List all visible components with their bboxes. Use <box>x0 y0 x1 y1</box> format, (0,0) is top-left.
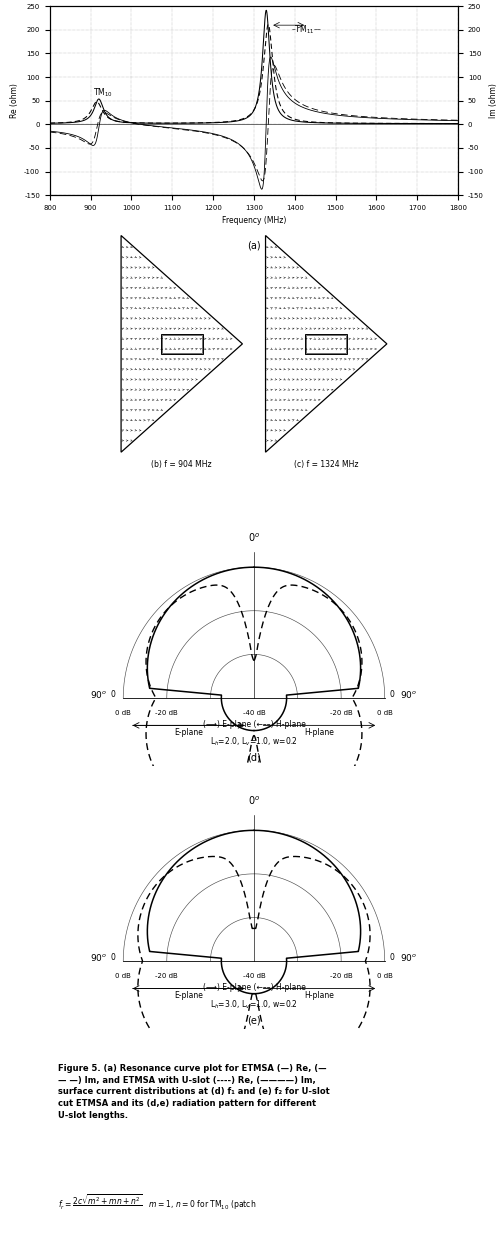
Text: (⟶) E-plane (←––) H-plane: (⟶) E-plane (←––) H-plane <box>203 720 305 729</box>
Text: E-plane: E-plane <box>174 991 203 1001</box>
Text: L$_{h}$=2.0, L$_{v}$=1.0, w=0.2: L$_{h}$=2.0, L$_{v}$=1.0, w=0.2 <box>210 736 298 749</box>
Text: -20 dB: -20 dB <box>155 973 178 979</box>
Text: -40 dB: -40 dB <box>243 710 265 716</box>
Text: H-plane: H-plane <box>304 991 334 1001</box>
Text: 90$^o$: 90$^o$ <box>91 688 108 700</box>
Y-axis label: Im (ohm): Im (ohm) <box>490 83 498 118</box>
Y-axis label: Re (ohm): Re (ohm) <box>9 83 18 118</box>
Bar <box>305 334 348 354</box>
X-axis label: Frequency (MHz): Frequency (MHz) <box>222 217 286 226</box>
Text: H-plane: H-plane <box>304 729 334 737</box>
Bar <box>306 335 346 352</box>
Text: -20 dB: -20 dB <box>330 710 353 716</box>
Bar <box>160 334 203 354</box>
Text: 0: 0 <box>390 953 395 962</box>
Text: (a): (a) <box>247 240 261 250</box>
Text: 0 dB: 0 dB <box>377 973 392 979</box>
Text: TM$_{10}$: TM$_{10}$ <box>93 87 113 99</box>
Text: (⟶) E-plane (←––) H-plane: (⟶) E-plane (←––) H-plane <box>203 983 305 992</box>
Text: 0: 0 <box>390 690 395 698</box>
Text: -40 dB: -40 dB <box>243 973 265 979</box>
Text: E-plane: E-plane <box>174 729 203 737</box>
Text: 90$^o$: 90$^o$ <box>91 952 108 963</box>
Text: -20 dB: -20 dB <box>330 973 353 979</box>
Text: (c) f = 1324 MHz: (c) f = 1324 MHz <box>294 460 359 469</box>
Text: L$_{h}$=3.0, L$_{v}$=1.0, w=0.2: L$_{h}$=3.0, L$_{v}$=1.0, w=0.2 <box>210 999 298 1012</box>
Text: Figure 5. (a) Resonance curve plot for ETMSA (—) Re, (—
— —) Im, and ETMSA with : Figure 5. (a) Resonance curve plot for E… <box>58 1063 330 1120</box>
Text: 90$^o$: 90$^o$ <box>400 688 417 700</box>
Text: 0: 0 <box>111 953 116 962</box>
Text: -20 dB: -20 dB <box>155 710 178 716</box>
Text: 0 dB: 0 dB <box>116 973 131 979</box>
Text: 0$^o$: 0$^o$ <box>248 532 260 544</box>
Text: (b) f = 904 MHz: (b) f = 904 MHz <box>151 460 212 469</box>
Text: $f_r = \dfrac{2c\sqrt{m^2 + mn + n^2}}{\quad}$   $m = 1,\, n = 0$ for TM$_{10}$ : $f_r = \dfrac{2c\sqrt{m^2 + mn + n^2}}{\… <box>58 1191 256 1211</box>
Text: 0 dB: 0 dB <box>116 710 131 716</box>
Text: (e): (e) <box>247 1016 261 1026</box>
Bar <box>162 335 202 352</box>
Text: (d): (d) <box>247 752 261 762</box>
Text: 0: 0 <box>111 690 116 698</box>
Text: 90$^o$: 90$^o$ <box>400 952 417 963</box>
Text: 0 dB: 0 dB <box>377 710 392 716</box>
Text: 0$^o$: 0$^o$ <box>248 794 260 806</box>
Text: –TM$_{11}$––: –TM$_{11}$–– <box>291 24 322 36</box>
